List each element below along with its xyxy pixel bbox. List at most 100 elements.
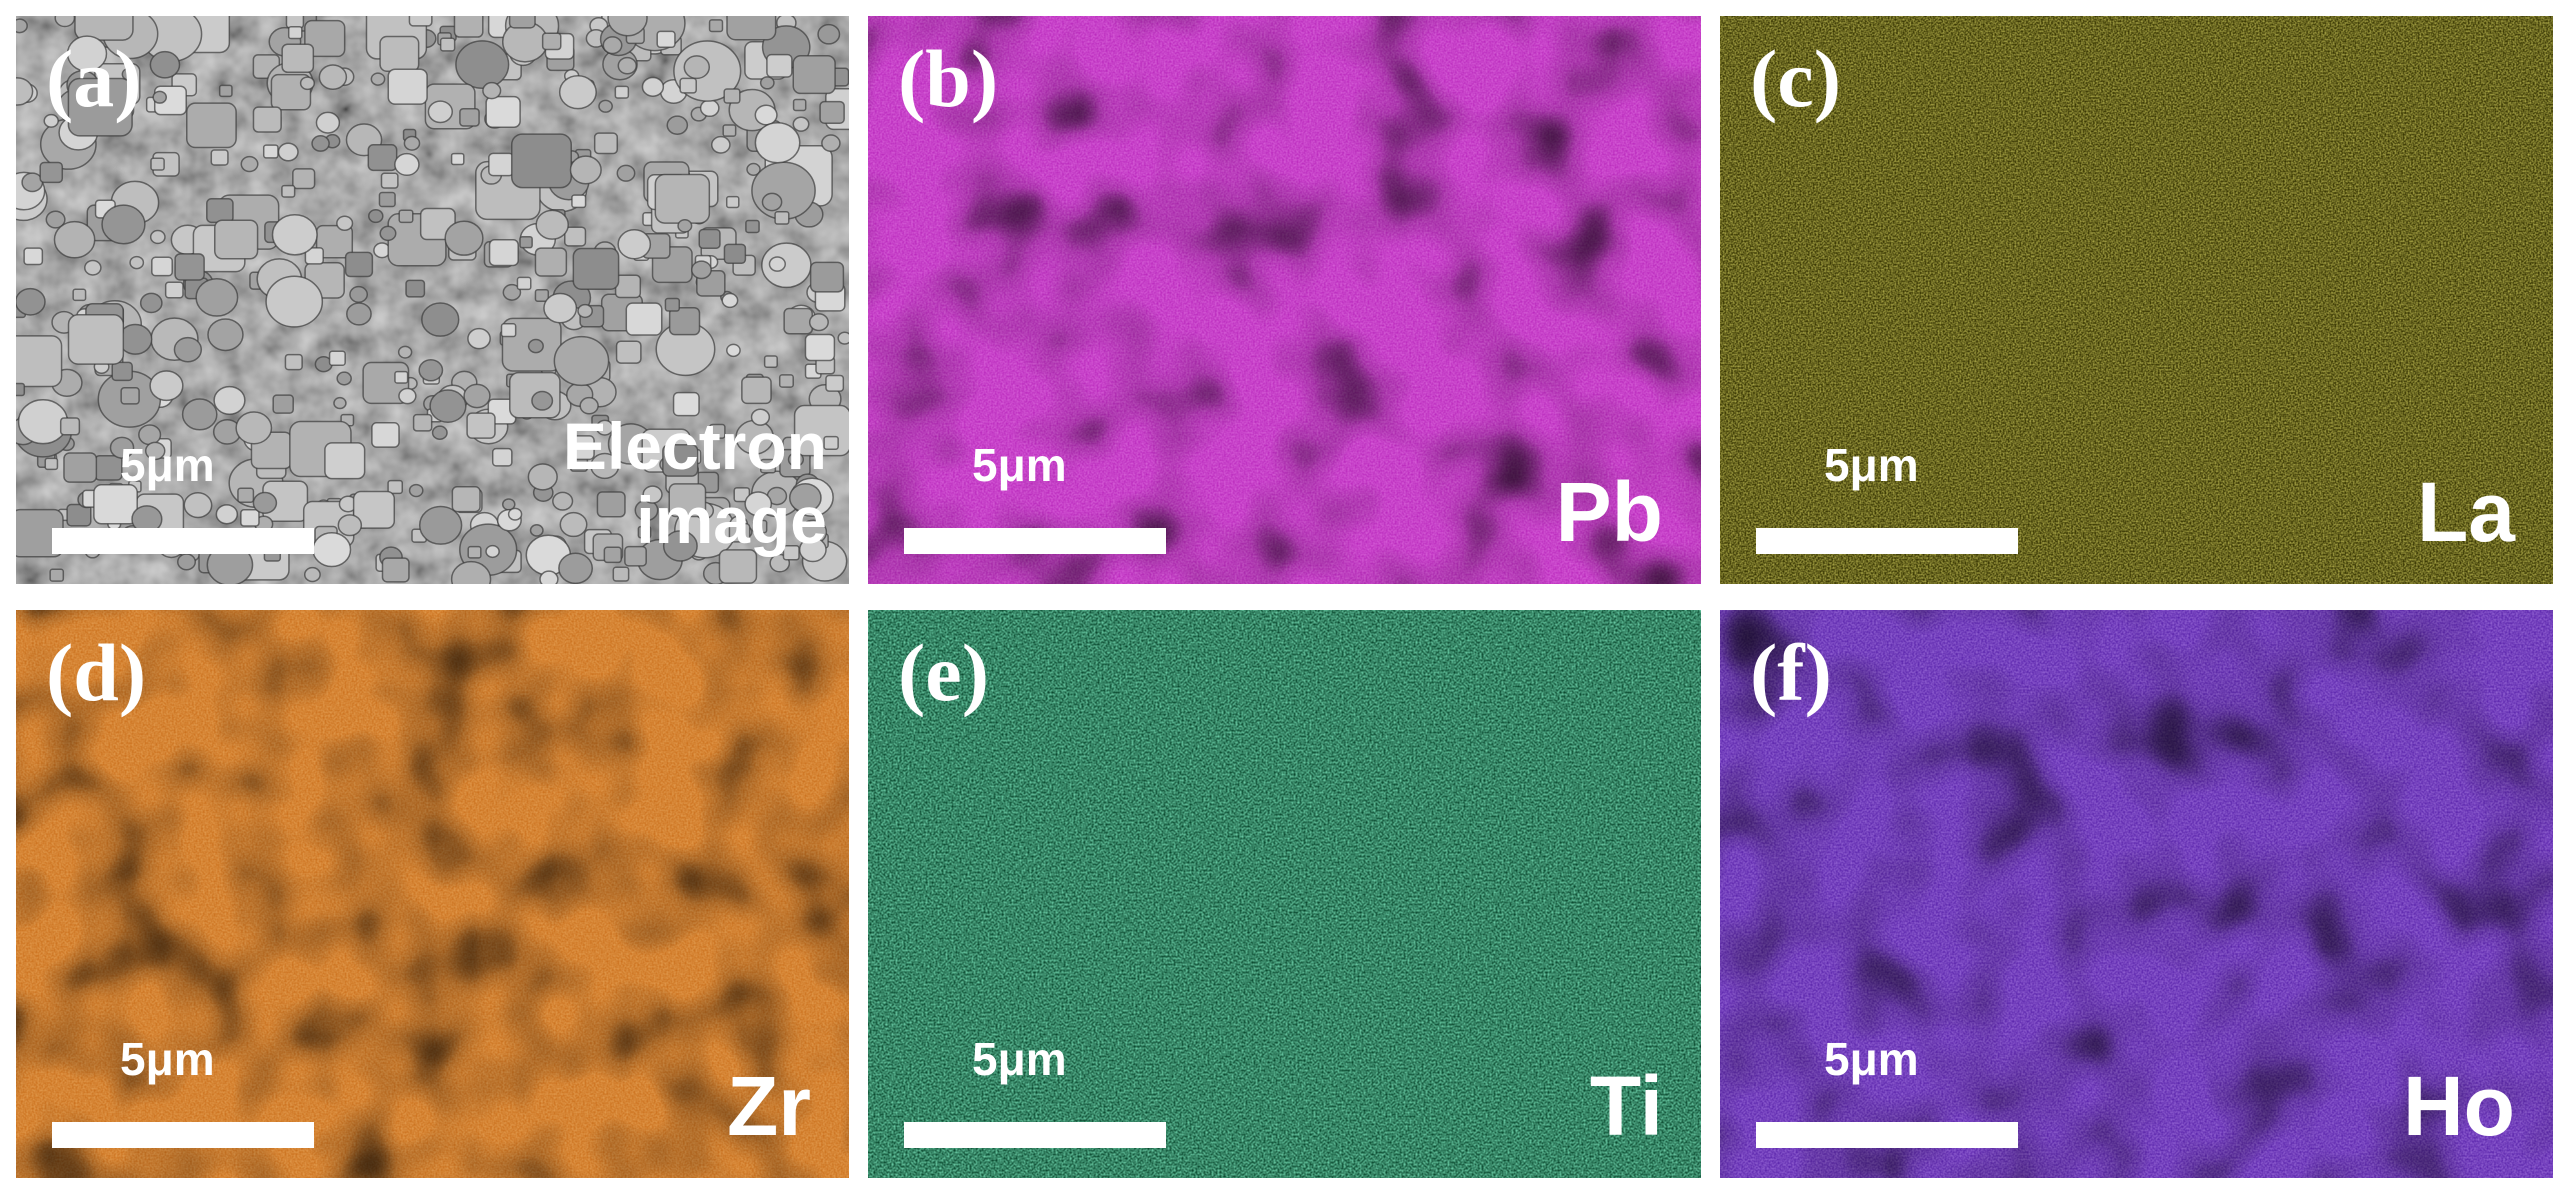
- grain: [16, 382, 26, 397]
- grain: [186, 102, 237, 149]
- grain: [624, 545, 647, 567]
- grain: [252, 491, 278, 514]
- grain: [615, 340, 642, 364]
- grain: [292, 168, 316, 190]
- grain: [466, 412, 496, 439]
- scale-bar: [52, 1122, 314, 1148]
- grain: [431, 425, 448, 440]
- grain: [43, 113, 59, 128]
- panel-label-line2: image: [636, 483, 827, 558]
- grain: [299, 76, 316, 91]
- grain: [798, 537, 827, 563]
- grain: [337, 514, 363, 537]
- grain: [398, 209, 414, 224]
- grain: [508, 16, 536, 29]
- grain: [792, 116, 810, 132]
- grain: [111, 361, 133, 382]
- grain: [54, 16, 76, 28]
- grain: [654, 173, 711, 224]
- grain: [67, 314, 125, 365]
- grain: [722, 124, 737, 137]
- grain: [149, 50, 181, 79]
- grain: [451, 485, 481, 513]
- grain: [728, 522, 751, 543]
- grain: [579, 396, 599, 415]
- grain: [823, 435, 839, 450]
- grain: [809, 261, 845, 293]
- grain: [607, 16, 648, 37]
- grain: [534, 288, 550, 303]
- grain: [759, 458, 777, 474]
- grain: [819, 100, 845, 124]
- grain: [482, 81, 502, 100]
- grain: [507, 507, 523, 521]
- grain: [778, 374, 794, 388]
- grain: [559, 511, 588, 538]
- grain: [792, 55, 836, 95]
- grain: [488, 152, 515, 177]
- grain: [690, 260, 712, 280]
- panel-b-pb-map: (b) 5μm Pb: [868, 16, 1701, 584]
- grain: [744, 491, 773, 517]
- grain: [668, 483, 707, 518]
- grain: [774, 210, 790, 225]
- grain: [207, 318, 244, 352]
- grain: [463, 383, 491, 409]
- grain: [235, 411, 273, 445]
- grain: [808, 313, 829, 332]
- grain: [240, 155, 259, 173]
- grain: [368, 209, 384, 224]
- grain: [455, 40, 510, 90]
- grain: [535, 209, 569, 240]
- grain: [151, 256, 173, 277]
- grain: [398, 387, 417, 405]
- grain: [553, 335, 610, 387]
- grain: [210, 149, 229, 166]
- grain: [429, 389, 467, 423]
- grain: [614, 85, 630, 99]
- grain: [277, 142, 299, 162]
- grain: [804, 333, 836, 362]
- grain: [284, 353, 303, 371]
- grain: [16, 77, 34, 106]
- grain: [281, 43, 315, 74]
- grain-layer: [16, 16, 849, 584]
- grain: [488, 238, 519, 267]
- sem-micrograph: [16, 16, 849, 584]
- scale-bar: [904, 1122, 1166, 1148]
- grain: [450, 560, 492, 584]
- grain: [534, 247, 568, 277]
- elemental-map: [868, 16, 1701, 584]
- grain: [262, 144, 279, 159]
- grain: [754, 122, 801, 164]
- grain: [725, 195, 740, 209]
- grain: [94, 455, 123, 481]
- grain: [164, 281, 184, 299]
- scale-bar: [52, 528, 314, 554]
- grain: [213, 385, 246, 415]
- grain: [787, 452, 805, 467]
- grain: [590, 452, 620, 480]
- grain: [418, 505, 463, 545]
- grain: [387, 479, 404, 495]
- grain: [467, 327, 491, 350]
- grain: [181, 398, 218, 431]
- grain: [710, 135, 731, 154]
- grain: [287, 26, 303, 40]
- grain: [821, 134, 841, 153]
- grain: [558, 74, 597, 110]
- grain: [577, 303, 593, 319]
- grain: [352, 490, 396, 529]
- grain: [768, 256, 786, 272]
- panel-label-line1: Electron: [562, 409, 827, 484]
- grain: [72, 288, 87, 302]
- grain: [215, 504, 239, 525]
- scale-bar: [1756, 1122, 2018, 1148]
- grain: [656, 30, 676, 49]
- grain: [23, 247, 44, 266]
- grain: [759, 76, 775, 90]
- scale-bar-label: 5μm: [1824, 439, 1919, 491]
- grain: [699, 99, 720, 118]
- grain: [346, 302, 372, 326]
- grain: [541, 32, 562, 51]
